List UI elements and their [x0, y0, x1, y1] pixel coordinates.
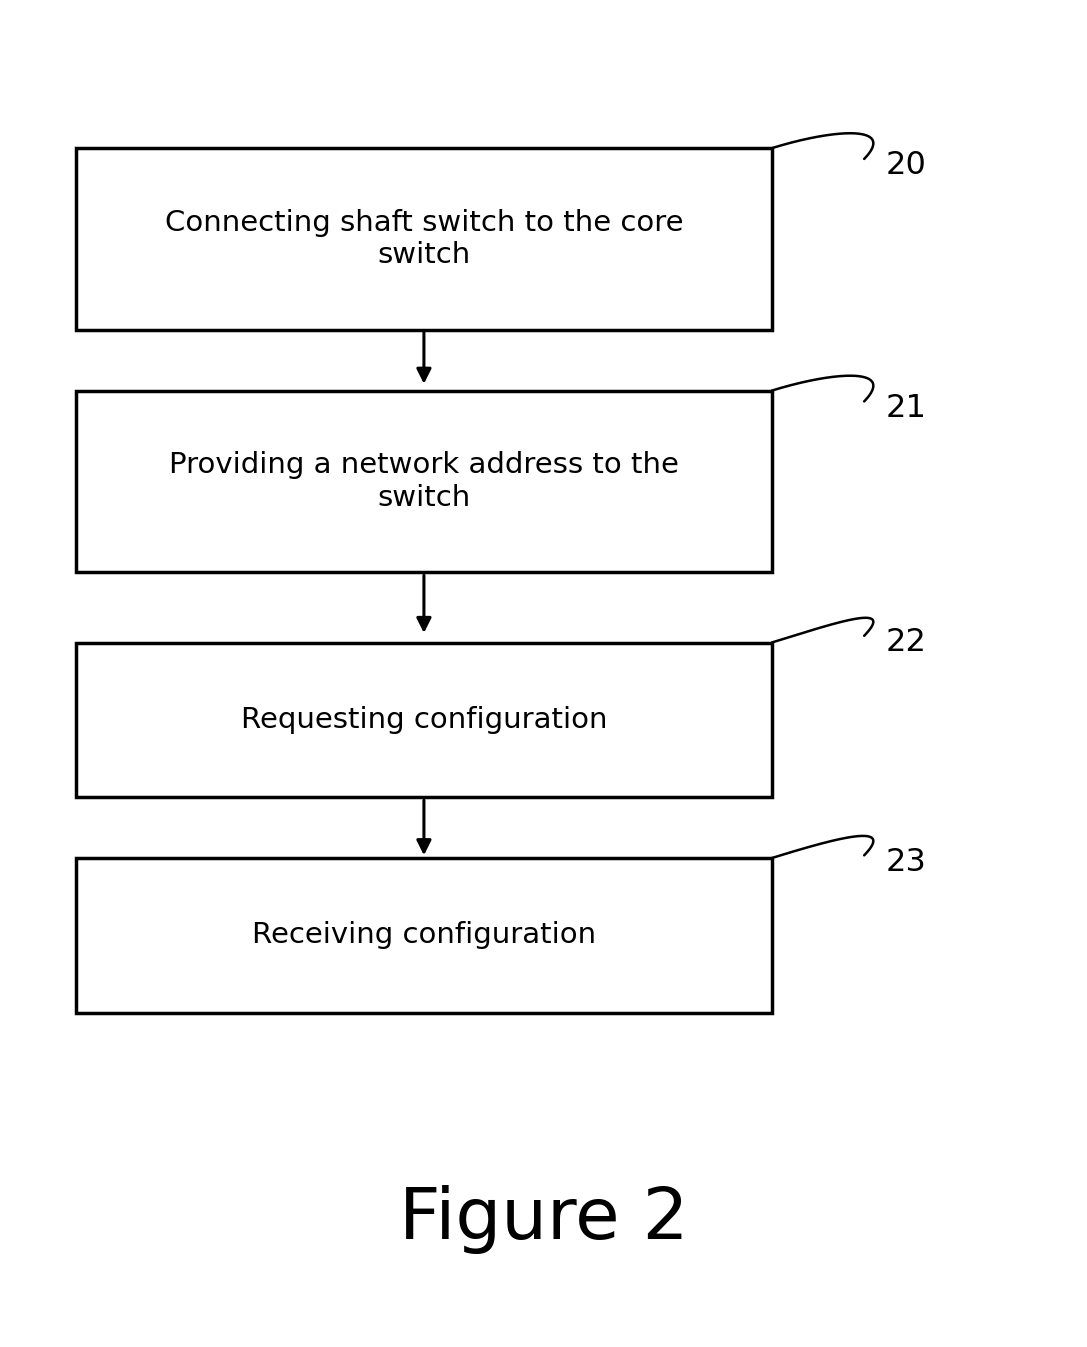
- Bar: [76, 858, 772, 1013]
- Text: Connecting shaft switch to the core
switch: Connecting shaft switch to the core swit…: [164, 209, 684, 269]
- Text: Figure 2: Figure 2: [399, 1184, 688, 1254]
- Text: Requesting configuration: Requesting configuration: [240, 706, 608, 734]
- Text: Providing a network address to the
switch: Providing a network address to the switc…: [168, 451, 679, 512]
- Bar: [76, 643, 772, 797]
- Text: Receiving configuration: Receiving configuration: [252, 921, 596, 950]
- Text: 20: 20: [886, 150, 927, 182]
- Text: 21: 21: [886, 392, 927, 424]
- Bar: [76, 391, 772, 572]
- Bar: [76, 148, 772, 330]
- Text: 23: 23: [886, 846, 927, 878]
- Text: 22: 22: [886, 626, 927, 659]
